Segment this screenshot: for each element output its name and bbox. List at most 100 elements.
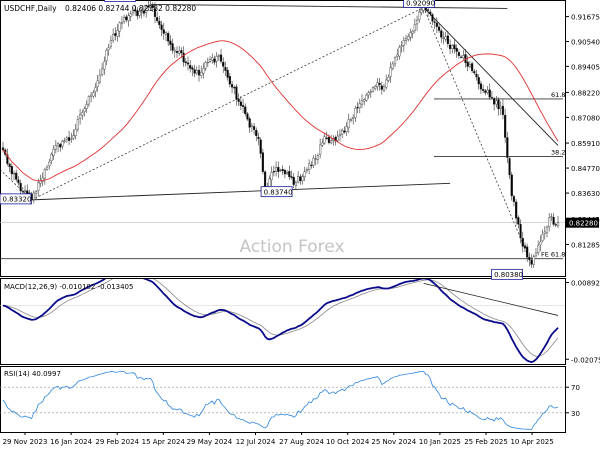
candle-body	[162, 29, 165, 34]
trendline-dashed	[423, 7, 532, 265]
candle-body	[208, 59, 212, 62]
candle-body	[358, 103, 361, 108]
candle-body	[129, 13, 132, 17]
candle-body	[341, 129, 344, 135]
rsi-title: RSI(14) 40.0997	[4, 370, 61, 378]
candle-body	[281, 169, 284, 172]
candle-body	[517, 217, 520, 225]
candle-body	[378, 82, 381, 85]
candle-body	[530, 259, 533, 265]
candle-body	[140, 11, 143, 13]
candle-body	[369, 91, 372, 93]
candle-body	[389, 67, 392, 77]
candle-body	[471, 63, 474, 72]
candle-body	[41, 177, 44, 182]
candle-body	[26, 190, 29, 195]
time-x-axis: 29 Nov 2023 16 Jan 2024 29 Feb 2024 15 Apr …	[3, 432, 554, 446]
candle-body	[178, 50, 181, 54]
candle-body	[501, 105, 505, 115]
candle-body	[101, 68, 104, 75]
candle-body	[239, 101, 242, 107]
trendline	[150, 3, 508, 9]
candle-body	[462, 55, 465, 59]
trendline	[31, 182, 451, 201]
time-tick-label: 25 Feb 2025	[464, 438, 508, 446]
candle-body	[404, 37, 408, 41]
candle-body	[65, 137, 68, 140]
candle-body	[506, 137, 509, 158]
candle-body	[32, 192, 35, 200]
candle-body	[43, 169, 46, 179]
candle-body	[367, 92, 370, 96]
candle-body	[67, 137, 71, 141]
candle-body	[433, 21, 436, 23]
candle-body	[10, 166, 13, 175]
candle-body	[409, 32, 412, 38]
candle-body	[490, 96, 494, 99]
candle-body	[193, 69, 196, 74]
candle-body	[105, 50, 108, 61]
candle-body	[299, 176, 302, 182]
candle-body	[138, 11, 141, 16]
candle-body	[305, 169, 309, 171]
candle-body	[334, 136, 337, 142]
instrument-title: USDCHF,Daily 0.82406 0.82744 0.82182 0.8…	[4, 4, 196, 13]
candle-body	[504, 114, 507, 138]
price-tick-label: 0.84770	[571, 165, 600, 173]
candle-body	[175, 51, 179, 53]
candle-body	[246, 113, 249, 120]
rsi-line	[2, 370, 559, 430]
candle-body	[426, 9, 430, 11]
candle-body	[365, 94, 368, 101]
candle-body	[182, 52, 185, 63]
current-price-label: 0.82280	[569, 220, 598, 228]
candle-body	[537, 245, 540, 254]
candle-body	[61, 140, 64, 147]
candle-body	[493, 98, 496, 105]
candle-body	[519, 224, 522, 239]
candle-body	[541, 234, 544, 241]
candle-body	[545, 226, 549, 234]
candle-body	[19, 182, 22, 192]
candle-body	[330, 140, 333, 144]
candle-body	[83, 108, 86, 113]
macd-tick-label: 0.008923	[571, 280, 600, 288]
candle-body	[508, 158, 511, 176]
candle-body	[415, 19, 419, 25]
time-tick-label: 27 Aug 2024	[279, 438, 324, 446]
candle-body	[376, 82, 379, 88]
candle-body	[160, 24, 163, 30]
trendline-dashed	[31, 7, 424, 201]
candle-body	[374, 86, 377, 89]
candle-body	[497, 99, 500, 110]
candle-body	[147, 5, 150, 8]
candle-body	[411, 31, 414, 34]
candle-body	[255, 130, 258, 137]
candle-body	[429, 11, 432, 15]
macd-tick-label: -0.020759	[571, 356, 600, 364]
candle-body	[486, 89, 489, 93]
price-label-text: 0.80380	[494, 271, 523, 279]
candle-body	[424, 7, 427, 11]
candle-body	[526, 246, 529, 258]
candle-body	[81, 112, 84, 116]
candle-body	[92, 92, 95, 97]
candle-body	[499, 106, 502, 109]
candle-body	[451, 45, 454, 50]
candle-body	[356, 107, 359, 109]
candle-body	[407, 36, 410, 40]
candle-body	[482, 88, 485, 91]
candle-body	[402, 39, 405, 46]
candle-body	[219, 54, 223, 62]
price-label-box	[260, 186, 293, 198]
candle-body	[543, 231, 546, 234]
candle-body	[54, 145, 57, 150]
candle-body	[510, 174, 513, 197]
candle-body	[206, 61, 209, 64]
candle-body	[349, 119, 353, 121]
candle-body	[521, 238, 524, 247]
time-tick-label: 10 Apr 2025	[510, 438, 553, 446]
time-tick-label: 25 Nov 2024	[371, 438, 416, 446]
candle-body	[391, 63, 394, 69]
moving-average	[2, 40, 559, 182]
